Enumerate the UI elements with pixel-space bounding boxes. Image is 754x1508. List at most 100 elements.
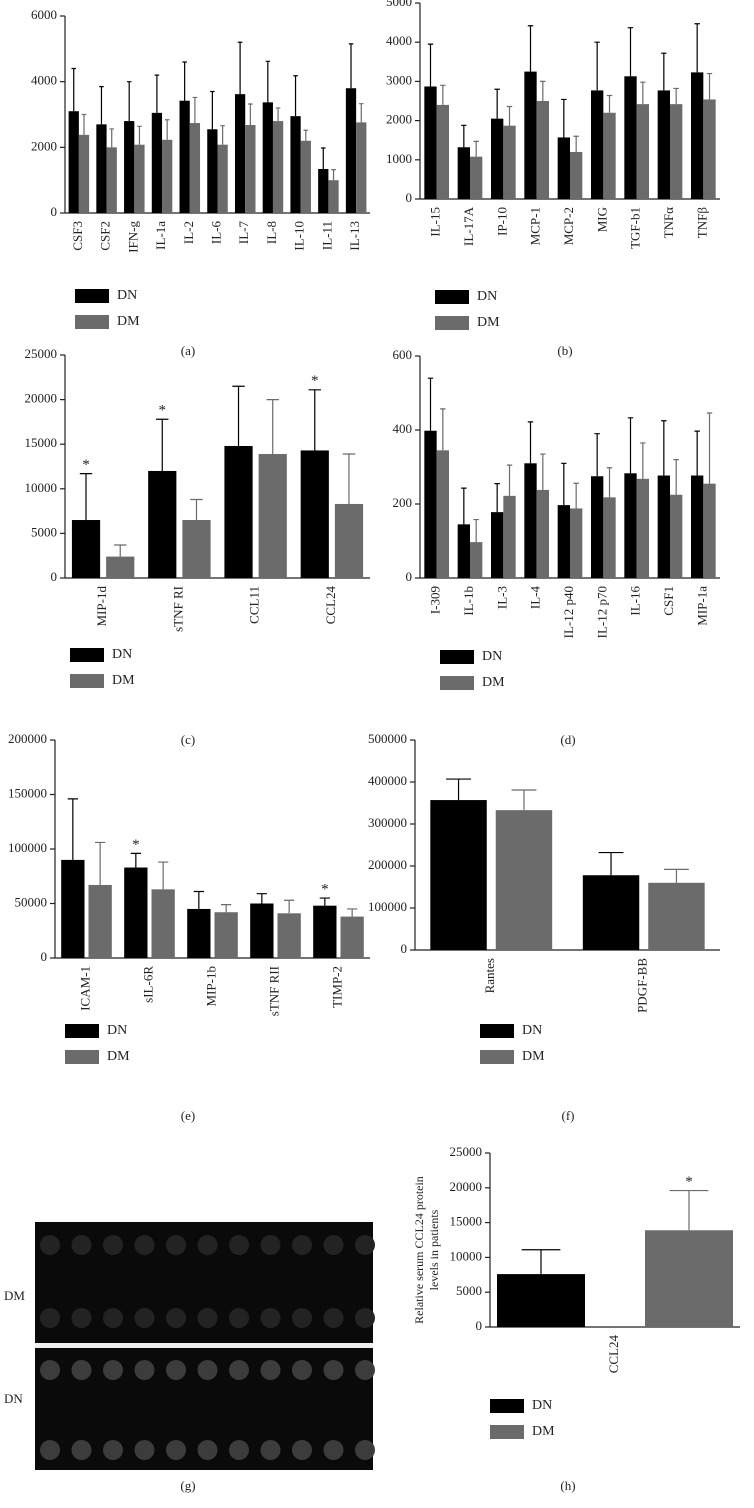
legend-label: DN	[112, 647, 132, 662]
legend-label: DM	[107, 1049, 130, 1064]
blot-spot	[103, 1360, 123, 1380]
bar	[334, 503, 364, 578]
y-tick-label: 200	[393, 495, 413, 510]
blot-spot	[355, 1235, 375, 1255]
panel-caption: (g)	[180, 1478, 195, 1493]
legend-label: DM	[522, 1049, 545, 1064]
error-bar	[506, 105, 513, 126]
blot-spot	[134, 1360, 155, 1380]
error-bar	[594, 41, 600, 91]
bar	[648, 882, 705, 950]
x-tick-label: IL-12 p40	[561, 586, 576, 638]
x-tick-label: IL-15	[428, 207, 443, 237]
error-bar	[164, 119, 170, 140]
x-tick-label: CSF1	[661, 586, 676, 616]
x-tick-label: MIG	[594, 207, 609, 232]
blot-spot	[71, 1308, 92, 1328]
bar	[250, 903, 274, 958]
error-bar	[303, 129, 309, 141]
error-bar	[598, 851, 624, 876]
error-bar	[606, 94, 613, 113]
bar	[71, 520, 101, 578]
error-bar	[256, 893, 267, 904]
bar	[603, 497, 616, 578]
error-bar	[266, 399, 279, 455]
error-bar	[95, 841, 106, 885]
error-bar	[446, 778, 471, 801]
error-bar	[664, 868, 689, 883]
bar	[96, 124, 107, 213]
x-tick-label: TIMP-2	[329, 966, 344, 1008]
blot-spot	[355, 1308, 375, 1328]
bar	[591, 90, 604, 199]
error-bar	[331, 169, 336, 181]
y-tick-label: 0	[51, 204, 58, 219]
y-tick-label: 20000	[25, 391, 58, 406]
significance-mark: *	[311, 373, 319, 389]
bar	[313, 905, 337, 958]
bar	[436, 104, 449, 199]
x-tick-label: IL-3	[494, 586, 509, 609]
error-bar	[221, 903, 232, 913]
blot-spot	[40, 1235, 60, 1255]
blot-spot	[40, 1440, 60, 1460]
error-bar	[594, 433, 600, 477]
error-bar	[473, 140, 479, 157]
bar	[557, 505, 570, 578]
y-tick-label: 15000	[25, 435, 58, 450]
error-bar	[71, 67, 76, 112]
y-axis-label: levels in patients	[427, 1209, 441, 1290]
error-bar	[265, 60, 271, 103]
blot-row-label: DM	[4, 1288, 25, 1303]
blot-spot	[103, 1235, 123, 1255]
panel-caption: (a)	[181, 343, 195, 358]
error-bar	[506, 464, 513, 496]
bar	[570, 151, 583, 199]
y-tick-label: 20000	[450, 1179, 483, 1194]
bar	[503, 495, 516, 578]
error-bar	[192, 96, 198, 124]
x-tick-label: MIP-1a	[694, 586, 709, 626]
x-tick-label: PDGF-BB	[635, 958, 650, 1013]
blot-spot	[292, 1308, 312, 1328]
error-bar	[237, 41, 243, 95]
bar	[582, 875, 640, 950]
bar	[636, 104, 649, 199]
x-tick-label: Rantes	[482, 958, 497, 993]
y-tick-label: 25000	[25, 346, 58, 361]
y-tick-label: 200000	[8, 731, 47, 746]
bar	[318, 169, 329, 213]
panel-caption: (h)	[560, 1478, 575, 1493]
y-tick-label: 10000	[25, 480, 58, 495]
error-bar	[473, 518, 479, 543]
bar	[703, 99, 716, 199]
blot-spot	[134, 1308, 155, 1328]
blot-divider	[35, 1343, 373, 1348]
blot-row-label: DN	[4, 1391, 23, 1406]
y-tick-label: 5000	[386, 0, 412, 9]
error-bar	[248, 103, 253, 126]
blot-spot	[292, 1235, 312, 1255]
blot-spot	[166, 1360, 186, 1380]
error-bar	[673, 87, 679, 105]
x-tick-label: IL-8	[264, 221, 279, 244]
blot-spot	[260, 1440, 281, 1460]
y-tick-label: 200000	[368, 857, 407, 872]
bar	[217, 144, 228, 213]
bar	[491, 512, 504, 578]
bar	[657, 90, 670, 199]
error-bar	[156, 418, 169, 471]
error-bar	[540, 80, 546, 101]
error-bar	[494, 88, 500, 119]
y-tick-label: 0	[476, 1318, 483, 1333]
bar	[151, 112, 163, 213]
bar	[162, 139, 173, 213]
bar	[670, 494, 683, 578]
bar	[457, 147, 470, 199]
blot-spot	[134, 1235, 155, 1255]
bar	[645, 1230, 733, 1327]
error-bar	[694, 430, 700, 476]
legend-swatch	[70, 674, 104, 688]
y-tick-label: 0	[41, 949, 48, 964]
error-bar	[573, 135, 579, 152]
